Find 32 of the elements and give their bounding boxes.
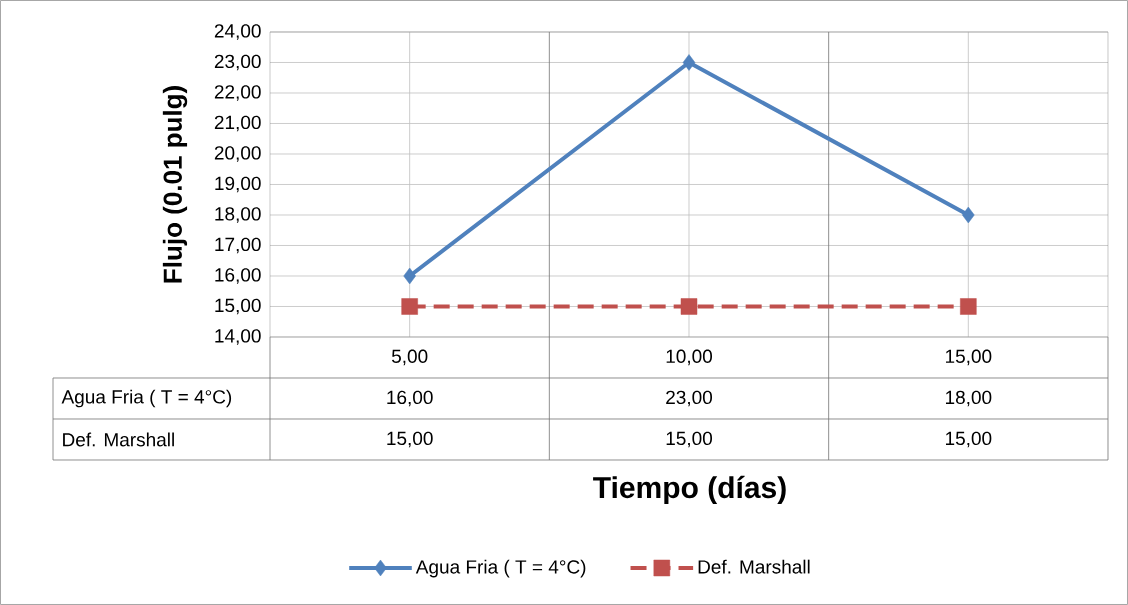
y-tick-label: 22,00 bbox=[214, 85, 261, 101]
text: Agua Fria ( T = 4°C) bbox=[61, 389, 232, 408]
point bbox=[962, 206, 975, 224]
y-axis-title: Flujo (0.01 pulg) bbox=[162, 86, 188, 283]
point bbox=[682, 54, 696, 71]
x-axis-title: Tiempo (días) bbox=[593, 475, 786, 505]
point bbox=[401, 298, 418, 315]
data-label: 15,00 bbox=[946, 431, 992, 448]
legend-label: Agua Fria ( T = 4°C) bbox=[415, 559, 586, 578]
y-tick-label: 20,00 bbox=[214, 146, 261, 162]
text: Def. Marshall bbox=[63, 432, 174, 447]
y-tick-label: 16,00 bbox=[215, 268, 261, 284]
y-tick-label: 17,00 bbox=[215, 237, 261, 254]
y-tick-label: 19,00 bbox=[215, 176, 261, 193]
y-tick-label: 14,00 bbox=[215, 329, 261, 345]
y-tick-label: 21,00 bbox=[214, 115, 261, 132]
data-label: 23,00 bbox=[666, 390, 713, 407]
x-tick-label: 10,00 bbox=[666, 349, 713, 366]
y-tick-label: 18,00 bbox=[215, 207, 261, 223]
data-label: 16,00 bbox=[387, 390, 433, 407]
x-tick-label: 15,00 bbox=[945, 349, 992, 366]
y-tick-label: 23,00 bbox=[214, 54, 261, 71]
point bbox=[960, 298, 977, 315]
point bbox=[680, 298, 698, 315]
x-tick-label: 5,00 bbox=[391, 349, 428, 366]
y-tick-label: 15,00 bbox=[215, 298, 261, 315]
legend-label: Def. Marshall bbox=[698, 559, 810, 574]
point bbox=[403, 267, 416, 285]
y-tick-label: 24,00 bbox=[214, 24, 261, 40]
data-label: 15,00 bbox=[666, 431, 713, 448]
data-label: 15,00 bbox=[387, 431, 433, 448]
data-label: 18,00 bbox=[946, 390, 992, 407]
